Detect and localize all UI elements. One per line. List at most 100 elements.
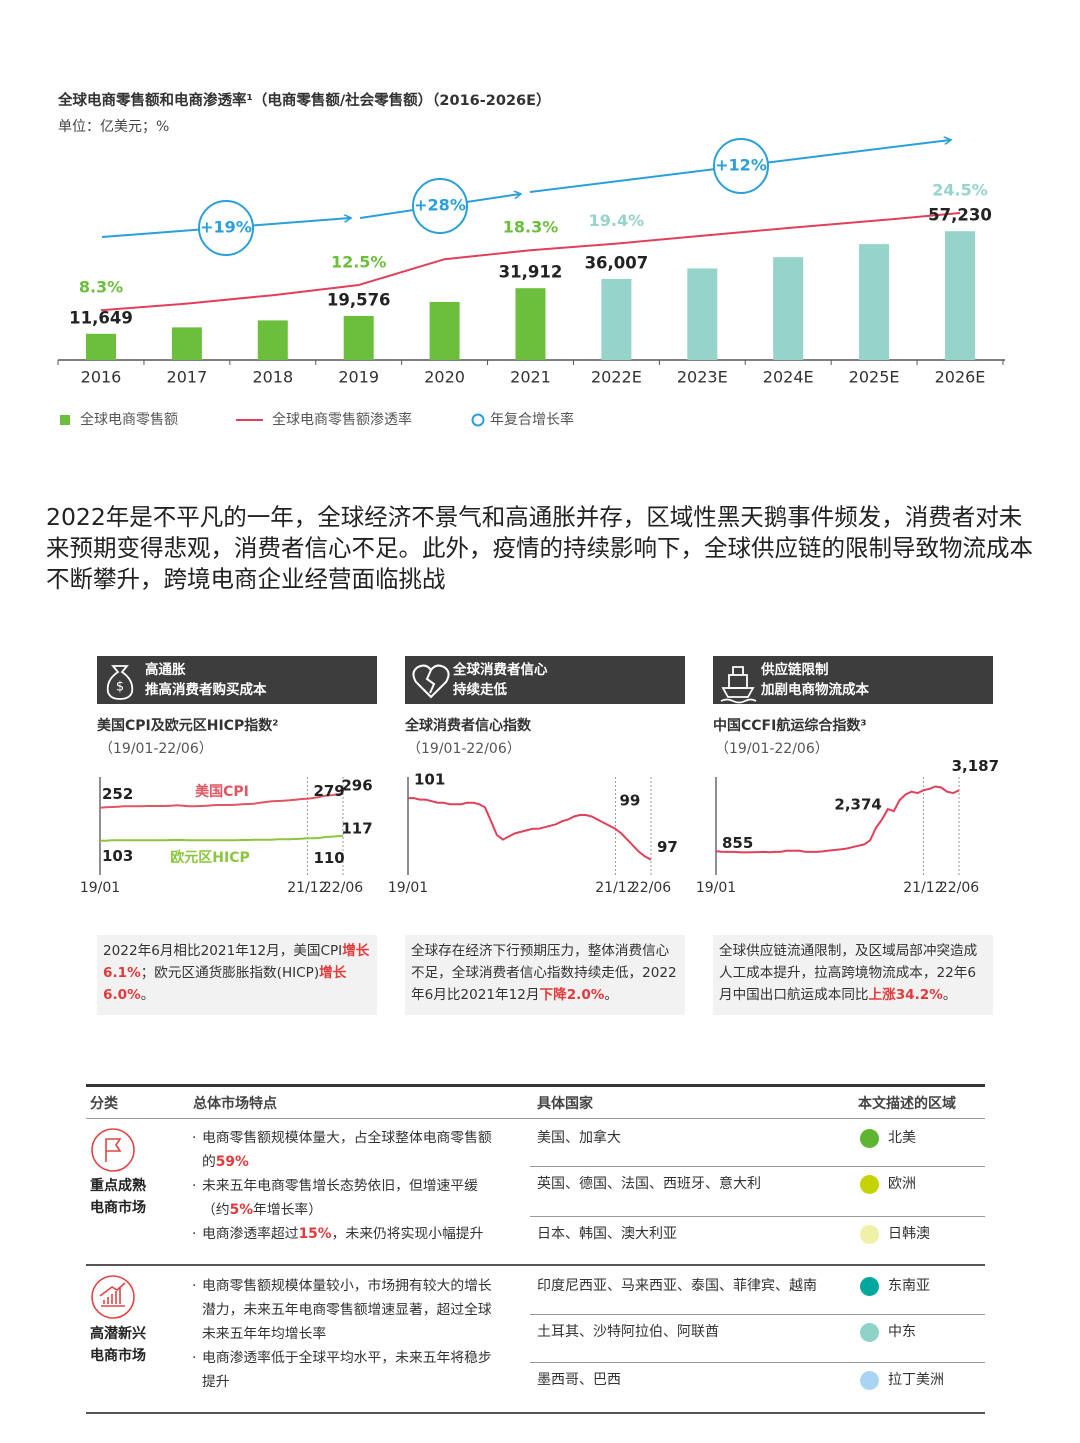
category-line: 电商市场 [90, 1200, 146, 1216]
countries: 印度尼西亚、马来西亚、泰国、菲律宾、越南 [537, 1278, 817, 1294]
series-name: 美国CPI [195, 783, 249, 800]
x-tick-label: 2017 [167, 368, 208, 387]
bar [601, 278, 632, 360]
text-run: 。 [604, 987, 618, 1003]
cagr-circle [198, 200, 254, 256]
table-rule [530, 1362, 985, 1363]
bar-value-label: 31,912 [499, 263, 563, 282]
value-label: 855 [722, 834, 753, 852]
value-label: 252 [102, 785, 133, 803]
legend-label: 年复合增长率 [490, 411, 574, 428]
x-tick-label: 2021 [510, 368, 551, 387]
chart-subtitle: （19/01-22/06） [715, 741, 829, 757]
panel-header-text: 供应链限制 [760, 661, 829, 678]
region: 欧洲 [888, 1176, 916, 1192]
table-rule [86, 1412, 985, 1414]
panel-header-text: 加剧电商物流成本 [760, 681, 869, 698]
table-header: 总体市场特点 [193, 1096, 277, 1112]
icon-growth [99, 1282, 126, 1307]
x-tick-label: 2020 [424, 368, 465, 387]
value-label: 97 [657, 838, 678, 856]
region-dot [860, 1323, 879, 1342]
region-dot [860, 1277, 879, 1296]
cagr-circle [713, 138, 769, 194]
bar [171, 327, 202, 360]
line-value-label: 18.3% [503, 218, 559, 237]
legend-swatch [471, 413, 485, 427]
text-run: ，未来仍将实现小幅提升 [331, 1226, 484, 1242]
paragraph: 2022年是不平凡的一年，全球经济不景气和高通胀并存，区域性黑天鹅事件频发，消费… [46, 503, 1033, 593]
panel-header-text: 高通胀 [145, 661, 186, 678]
table-header: 本文描述的区域 [858, 1096, 956, 1112]
text-run: 年增长率） [253, 1202, 323, 1218]
category: 重点成熟 电商市场 [90, 1175, 146, 1219]
legend-swatch [60, 415, 70, 425]
icon-circle [91, 1275, 135, 1319]
features: 电商零售额规模体量大，占全球整体电商零售额的59% 未来五年电商零售增长态势依旧，… [192, 1126, 504, 1246]
legend-label: 全球电商零售额 [80, 411, 178, 428]
x-tick-label: 2026E [935, 368, 986, 387]
bar [257, 320, 288, 360]
x-tick-label: 2022E [591, 368, 642, 387]
text-run: 全球供应链流通限制，及区域局部冲突造成人工成本提升，拉高跨境物流成本，22年6月… [719, 943, 978, 1003]
bar [687, 268, 718, 360]
panel-header-text: 全球消费者信心 [452, 661, 548, 678]
highlight-text: 15% [298, 1226, 332, 1242]
x-tick-label: 2024E [763, 368, 814, 387]
region: 北美 [888, 1130, 916, 1146]
text-run: 电商渗透率低于全球平均水平，未来五年将稳步提升 [202, 1350, 492, 1390]
x-tick-label: 2016 [81, 368, 122, 387]
feature-bullet: 未来五年电商零售增长态势依旧，但增速平缓（约5%年增长率） [192, 1174, 504, 1222]
highlight-text: 59% [215, 1154, 249, 1170]
line-value-label: 12.5% [331, 253, 387, 272]
feature-bullet: 电商渗透率超过15%，未来仍将实现小幅提升 [192, 1222, 504, 1246]
region: 拉丁美洲 [888, 1372, 944, 1388]
bar-value-label: 57,230 [928, 206, 992, 225]
text-run: 全球存在经济下行预期压力，整体消费信心不足，全球消费者信心指数持续走低，2022… [411, 943, 677, 1003]
icon-flag [105, 1138, 122, 1162]
x-tick-label: 2025E [849, 368, 900, 387]
x-tick-label: 2018 [252, 368, 293, 387]
highlight-text: 上涨34.2% [868, 987, 943, 1003]
panel-header-text: 持续走低 [453, 681, 507, 698]
value-label: 2,374 [834, 796, 881, 814]
region-dot [860, 1175, 879, 1194]
line-value-label: 8.3% [79, 278, 123, 297]
text-run: 电商零售额规模体量大，占全球整体电商零售额的 [202, 1130, 492, 1170]
text-run: ；欧元区通货膨胀指数(HICP) [140, 965, 320, 981]
bar [859, 244, 890, 360]
panel-description: 2022年6月相比2021年12月，美国CPI增长6.1%；欧元区通货膨胀指数(… [97, 935, 377, 1015]
category: 高潜新兴 电商市场 [90, 1323, 146, 1367]
value-label: 117 [341, 820, 372, 838]
line-series [715, 785, 960, 854]
bar [773, 257, 804, 360]
x-tick-label: 21/12 [287, 880, 327, 896]
table-header: 具体国家 [537, 1096, 593, 1112]
x-tick-label: 22/06 [631, 880, 671, 896]
text-run: 2022年6月相比2021年12月，美国CPI [103, 943, 343, 959]
cagr-label: +28% [414, 196, 466, 215]
text-run: 。 [140, 987, 155, 1003]
category-icons [91, 1128, 135, 1319]
x-tick-label: 21/12 [903, 880, 943, 896]
panel-description: 全球存在经济下行预期压力，整体消费信心不足，全球消费者信心指数持续走低，2022… [405, 935, 685, 1015]
table-rule [86, 1118, 985, 1119]
x-tick-label: 21/12 [595, 880, 635, 896]
panel-header [713, 656, 993, 704]
chart-subtitle: 单位：亿美元；% [58, 119, 169, 135]
chart-subtitle: （19/01-22/06） [99, 741, 213, 757]
x-tick-label: 19/01 [80, 880, 120, 896]
value-label: 110 [313, 849, 344, 867]
cagr-label: +19% [200, 218, 252, 237]
countries: 美国、加拿大 [537, 1130, 621, 1146]
x-tick-label: 22/06 [323, 880, 363, 896]
highlight-text: 增长6.0% [103, 965, 347, 1003]
region-dot [860, 1129, 879, 1148]
cagr-arrows: +19% +28% +12% [101, 138, 950, 256]
line-series [100, 212, 961, 312]
bar [515, 288, 546, 360]
region: 东南亚 [888, 1278, 930, 1294]
panel-headers: $ [97, 656, 993, 704]
